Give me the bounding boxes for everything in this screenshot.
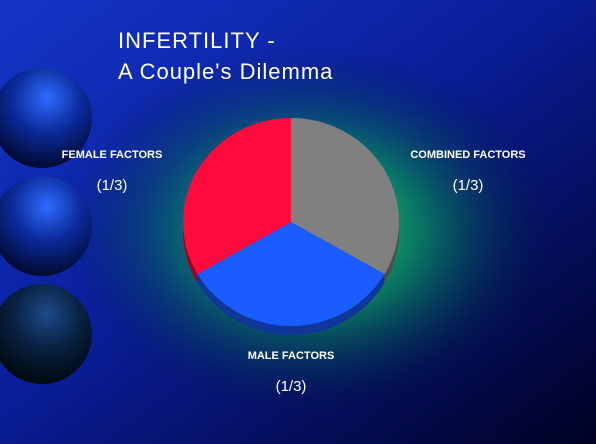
pie-chart <box>182 118 400 335</box>
slide-title: INFERTILITY - <box>118 28 276 53</box>
slice-value-label: (1/3) <box>276 378 307 395</box>
slice-category-label: MALE FACTORS <box>248 350 335 362</box>
sphere <box>0 68 92 168</box>
slice-value-label: (1/3) <box>453 177 484 194</box>
slice <box>197 222 385 326</box>
slice-category-label: COMBINED FACTORS <box>410 149 525 161</box>
slice-category-label: FEMALE FACTORS <box>62 149 163 161</box>
sphere <box>0 284 92 384</box>
slice <box>182 118 291 274</box>
slice-value-label: (1/3) <box>97 177 128 194</box>
sphere <box>0 176 92 276</box>
slide-subtitle: A Couple's Dilemma <box>118 59 333 84</box>
slice <box>291 118 399 274</box>
